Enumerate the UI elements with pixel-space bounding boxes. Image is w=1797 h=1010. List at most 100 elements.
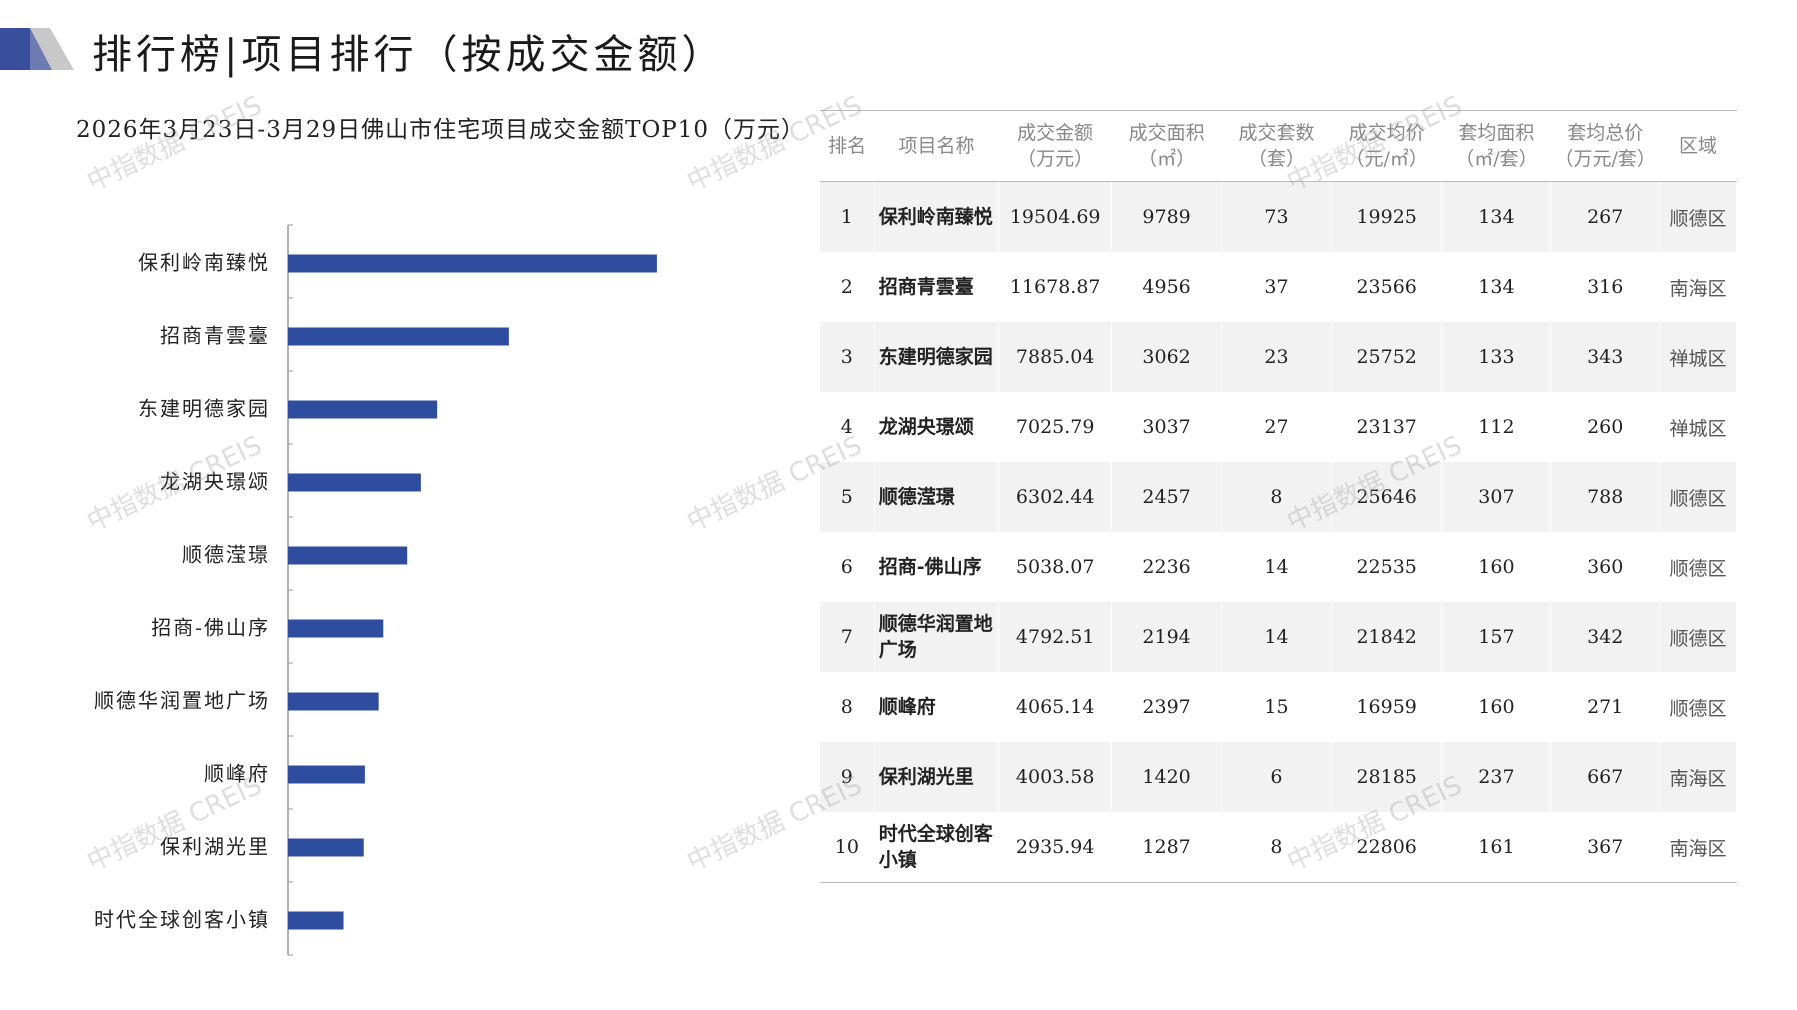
table-cell: 37 <box>1221 252 1332 322</box>
bar <box>288 619 384 638</box>
table-cell: 237 <box>1441 742 1552 812</box>
table-cell: 5038.07 <box>998 532 1113 602</box>
table-row: 10 时代全球创客小镇 2935.94 1287 8 22806 161 367 南海区 <box>820 812 1737 883</box>
district-cell: 顺德区 <box>1659 181 1737 252</box>
project-name-cell: 招商青雲臺 <box>874 252 1000 322</box>
table-cell: 4003.58 <box>998 742 1113 812</box>
ranking-table: 排名 项目名称 成交金额 （万元） 成交面积 （㎡） 成交套数 （套） 成交均价 （元/㎡） 套均面… <box>820 110 1737 883</box>
bar <box>288 911 344 930</box>
table-cell: 5 <box>820 462 875 532</box>
table-cell: 19925 <box>1331 181 1443 252</box>
table-cell: 667 <box>1550 742 1661 812</box>
table-cell: 7 <box>820 602 875 672</box>
column-header: 成交金额 （万元） <box>998 110 1112 182</box>
table-cell: 1420 <box>1111 742 1223 812</box>
category-label: 东建明德家园 <box>138 397 270 421</box>
table-cell: 307 <box>1441 462 1552 532</box>
table-row: 7 顺德华润置地广场 4792.51 2194 14 21842 157 342 顺德区 <box>820 602 1737 672</box>
column-header: 套均总价 （万元/套） <box>1550 110 1660 182</box>
table-row: 9 保利湖光里 4003.58 1420 6 28185 237 667 南海区 <box>820 742 1737 812</box>
table-row: 3 东建明德家园 7885.04 3062 23 25752 133 343 禅城区 <box>820 322 1737 392</box>
table-cell: 4 <box>820 392 875 462</box>
table-cell: 22806 <box>1331 812 1443 883</box>
district-cell: 顺德区 <box>1659 462 1737 532</box>
category-label: 龙湖央璟颂 <box>160 470 270 494</box>
column-header: 区域 <box>1659 110 1737 182</box>
table-row: 4 龙湖央璟颂 7025.79 3037 27 23137 112 260 禅城区 <box>820 392 1737 462</box>
table-cell: 4956 <box>1111 252 1223 322</box>
table-cell: 112 <box>1441 392 1552 462</box>
district-cell: 顺德区 <box>1659 602 1737 672</box>
table-row: 2 招商青雲臺 11678.87 4956 37 23566 134 316 南海区 <box>820 252 1737 322</box>
table-cell: 16959 <box>1331 672 1443 742</box>
project-name-cell: 时代全球创客小镇 <box>874 812 1000 883</box>
table-row: 5 顺德滢璟 6302.44 2457 8 25646 307 788 顺德区 <box>820 462 1737 532</box>
column-header: 排名 <box>820 110 875 182</box>
category-label: 顺德滢璟 <box>182 543 270 567</box>
table-cell: 2236 <box>1111 532 1223 602</box>
table-cell: 343 <box>1550 322 1661 392</box>
table-cell: 3037 <box>1111 392 1223 462</box>
table-cell: 2 <box>820 252 875 322</box>
category-label: 招商-佛山序 <box>151 616 270 640</box>
table-cell: 1 <box>820 181 875 252</box>
table-cell: 260 <box>1550 392 1661 462</box>
column-header: 套均面积 （㎡/套） <box>1441 110 1551 182</box>
project-name-cell: 顺峰府 <box>874 672 1000 742</box>
bar <box>288 692 379 711</box>
table-cell: 134 <box>1441 252 1552 322</box>
table-cell: 2935.94 <box>998 812 1113 883</box>
table-cell: 360 <box>1550 532 1661 602</box>
table-cell: 23566 <box>1331 252 1443 322</box>
table-cell: 316 <box>1550 252 1661 322</box>
table-cell: 4065.14 <box>998 672 1113 742</box>
bar <box>288 400 438 419</box>
category-label: 保利岭南臻悦 <box>138 251 270 275</box>
table-cell: 160 <box>1441 672 1552 742</box>
table-cell: 161 <box>1441 812 1552 883</box>
table-cell: 4792.51 <box>998 602 1113 672</box>
district-cell: 禅城区 <box>1659 322 1737 392</box>
table-cell: 271 <box>1550 672 1661 742</box>
brand-logo <box>0 28 74 70</box>
page-title: 排行榜|项目排行（按成交金额） <box>92 32 726 78</box>
table-cell: 3 <box>820 322 875 392</box>
table-cell: 23 <box>1221 322 1332 392</box>
table-cell: 3062 <box>1111 322 1223 392</box>
table-cell: 2397 <box>1111 672 1223 742</box>
bar <box>288 765 365 784</box>
category-label: 顺德华润置地广场 <box>94 689 270 713</box>
table-body: 1 保利岭南臻悦 19504.69 9789 73 19925 134 267 顺德区 2 招商青雲… <box>820 181 1737 883</box>
table-row: 1 保利岭南臻悦 19504.69 9789 73 19925 134 267 顺德区 <box>820 181 1737 252</box>
district-cell: 南海区 <box>1659 812 1737 883</box>
district-cell: 禅城区 <box>1659 392 1737 462</box>
district-cell: 顺德区 <box>1659 532 1737 602</box>
table-cell: 14 <box>1221 602 1332 672</box>
table-cell: 157 <box>1441 602 1552 672</box>
table-cell: 1287 <box>1111 812 1223 883</box>
bar <box>288 327 509 346</box>
table-header-row: 排名 项目名称 成交金额 （万元） 成交面积 （㎡） 成交套数 （套） 成交均价 （元/㎡） 套均面… <box>820 110 1737 182</box>
table-cell: 19504.69 <box>998 181 1113 252</box>
category-label: 顺峰府 <box>204 762 270 786</box>
table-cell: 267 <box>1550 181 1661 252</box>
table-cell: 9 <box>820 742 875 812</box>
table-cell: 25646 <box>1331 462 1443 532</box>
chart-title: 2026年3月23日-3月29日佛山市住宅项目成交金额TOP10（万元） <box>76 117 806 143</box>
table-cell: 8 <box>820 672 875 742</box>
table-cell: 8 <box>1221 812 1332 883</box>
table-cell: 27 <box>1221 392 1332 462</box>
table-cell: 160 <box>1441 532 1552 602</box>
project-name-cell: 顺德滢璟 <box>874 462 1000 532</box>
table-cell: 22535 <box>1331 532 1443 602</box>
table-cell: 133 <box>1441 322 1552 392</box>
bar <box>288 254 657 273</box>
table-cell: 342 <box>1550 602 1661 672</box>
column-header: 成交面积 （㎡） <box>1111 110 1222 182</box>
table-cell: 788 <box>1550 462 1661 532</box>
table-cell: 2194 <box>1111 602 1223 672</box>
table-cell: 11678.87 <box>998 252 1113 322</box>
category-label: 保利湖光里 <box>160 835 270 859</box>
table-cell: 6302.44 <box>998 462 1113 532</box>
table-cell: 8 <box>1221 462 1332 532</box>
